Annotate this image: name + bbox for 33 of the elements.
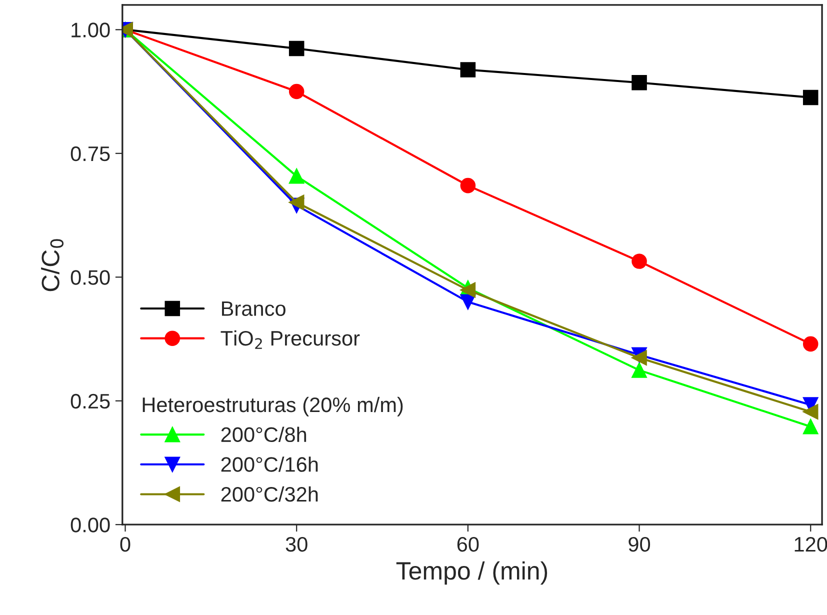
point bbox=[802, 418, 818, 434]
x-tick-label: 30 bbox=[286, 536, 308, 552]
point bbox=[802, 336, 818, 352]
point bbox=[288, 84, 304, 100]
y-tick-label: 1.00 bbox=[72, 22, 110, 38]
point bbox=[460, 294, 476, 310]
point bbox=[288, 40, 304, 56]
x-axis-title: Tempo / (min) bbox=[396, 561, 548, 585]
y-tick-label: 0.25 bbox=[70, 394, 110, 409]
legend-label: 200°C/32h bbox=[221, 486, 318, 502]
point bbox=[632, 350, 647, 366]
legend-label: Branco bbox=[222, 301, 286, 316]
point bbox=[632, 362, 647, 378]
y-axis-title: C/C$_{0}$ bbox=[41, 239, 64, 292]
legend-label: 200°C/8h bbox=[221, 426, 306, 442]
y-tick-label: 0.50 bbox=[70, 270, 110, 285]
legend-title: Heteroestruturas (20% m/m) bbox=[142, 396, 403, 416]
point bbox=[460, 178, 476, 194]
x-tick-label: 60 bbox=[457, 536, 479, 552]
y-tick-label: 0.75 bbox=[70, 146, 110, 162]
point bbox=[632, 74, 647, 90]
x-tick-label: 120 bbox=[794, 536, 827, 552]
legend-label: TiO$_{2}$ Precursor bbox=[220, 330, 360, 349]
point bbox=[802, 90, 818, 106]
x-tick-label: 90 bbox=[628, 536, 650, 552]
point bbox=[288, 194, 304, 210]
point bbox=[632, 254, 647, 269]
point bbox=[460, 62, 476, 78]
legend-label: 200°C/16h bbox=[221, 456, 318, 472]
x-tick-label: 0 bbox=[120, 536, 130, 552]
point bbox=[288, 168, 304, 184]
y-tick-label: 0.00 bbox=[70, 518, 110, 532]
point bbox=[802, 404, 818, 420]
